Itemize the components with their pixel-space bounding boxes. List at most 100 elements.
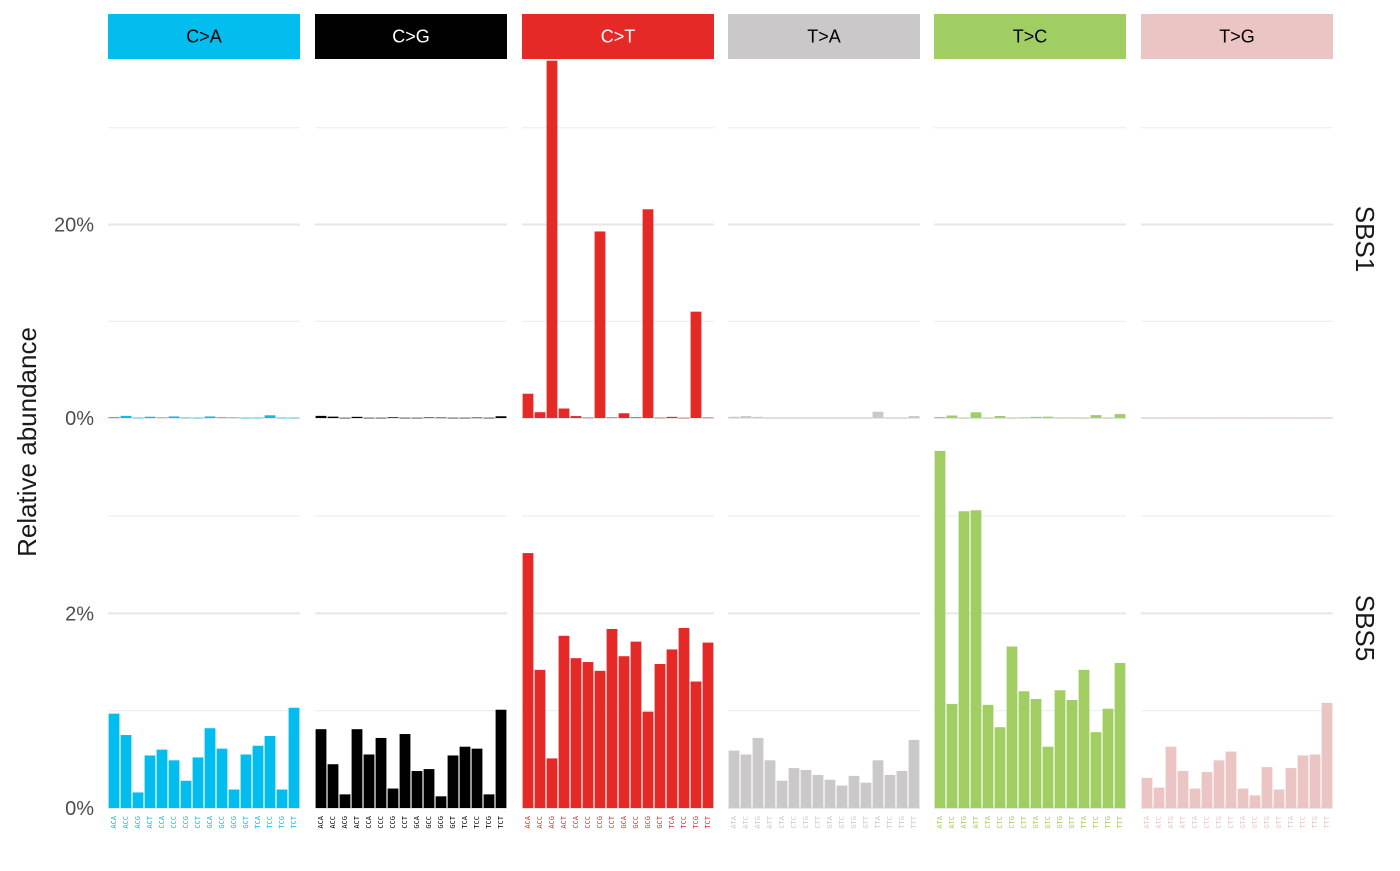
x-context-label: CTG xyxy=(1215,816,1223,829)
bar-sbs1-c-to-a-act xyxy=(144,416,156,418)
x-context-label: GTT xyxy=(862,815,870,828)
x-context-label: ACC xyxy=(122,816,130,829)
bar-sbs5-c-to-g-gcg xyxy=(435,796,447,808)
x-context-label: CTT xyxy=(1227,815,1235,828)
x-context-label: ACG xyxy=(341,816,349,829)
strip-label-t-to-g: T>G xyxy=(1219,27,1255,47)
bar-sbs1-c-to-a-tcg xyxy=(276,417,288,419)
x-context-label: CCA xyxy=(158,815,166,828)
bar-sbs5-t-to-c-atg xyxy=(958,511,970,808)
bar-sbs1-c-to-a-tca xyxy=(252,417,264,419)
bar-sbs1-c-to-t-tca xyxy=(666,416,678,418)
bar-sbs1-t-to-c-ttc xyxy=(1090,415,1102,418)
bar-sbs1-c-to-g-gct xyxy=(447,417,459,419)
bar-sbs1-t-to-c-att xyxy=(970,412,982,418)
bar-sbs5-c-to-a-cct xyxy=(192,757,204,808)
bar-sbs5-t-to-g-atc xyxy=(1153,787,1165,808)
bar-sbs1-t-to-a-ttg xyxy=(896,417,908,419)
bar-sbs1-t-to-a-att xyxy=(764,417,776,419)
bar-sbs5-c-to-t-gca xyxy=(618,656,630,808)
facet-label-sbs5: SBS5 xyxy=(1350,595,1380,662)
x-context-label: TTC xyxy=(1299,816,1307,829)
strip-c-to-g xyxy=(315,14,507,59)
bar-sbs1-c-to-t-cct xyxy=(606,417,618,419)
bar-sbs5-t-to-c-att xyxy=(970,510,982,808)
x-context-label: CCC xyxy=(377,816,385,829)
bar-sbs1-c-to-a-ccg xyxy=(180,417,192,419)
bar-sbs5-t-to-c-gtg xyxy=(1054,690,1066,808)
x-context-label: ATT xyxy=(766,815,774,828)
bar-sbs1-t-to-g-att xyxy=(1177,417,1189,419)
bar-sbs5-c-to-a-tca xyxy=(252,745,264,808)
bar-sbs1-c-to-a-cca xyxy=(156,417,168,419)
bar-sbs5-c-to-t-gcg xyxy=(642,711,654,808)
bar-sbs1-t-to-a-atc xyxy=(740,416,752,418)
x-context-label: GCC xyxy=(425,816,433,829)
bar-sbs1-t-to-a-ata xyxy=(728,416,740,418)
y-tick-label: 0% xyxy=(65,798,94,820)
bar-sbs1-t-to-a-gtc xyxy=(836,417,848,419)
bar-sbs5-t-to-a-ctt xyxy=(812,774,824,808)
bar-sbs1-t-to-a-ctt xyxy=(812,417,824,419)
bar-sbs1-t-to-g-atc xyxy=(1153,417,1165,419)
x-context-label: CTA xyxy=(984,815,992,828)
bar-sbs1-t-to-a-gtg xyxy=(848,417,860,419)
bar-sbs1-c-to-a-acg xyxy=(132,417,144,419)
facet-label-sbs1: SBS1 xyxy=(1350,206,1380,273)
bar-sbs1-t-to-c-ttt xyxy=(1114,414,1126,418)
x-context-label: CCG xyxy=(182,816,190,829)
bar-sbs5-t-to-a-att xyxy=(764,760,776,808)
x-context-label: CTT xyxy=(814,815,822,828)
x-context-label: TCG xyxy=(692,816,700,829)
bar-sbs5-c-to-t-acc xyxy=(534,669,546,808)
x-context-label: GCG xyxy=(644,816,652,829)
bar-sbs5-t-to-a-ctc xyxy=(788,768,800,808)
bar-sbs5-c-to-g-acc xyxy=(327,764,339,808)
bar-sbs5-c-to-a-cca xyxy=(156,749,168,808)
bar-sbs5-c-to-t-gct xyxy=(654,664,666,808)
x-context-label: GCA xyxy=(413,815,421,828)
bar-sbs5-c-to-g-gct xyxy=(447,755,459,808)
bar-sbs1-t-to-a-gta xyxy=(824,417,836,419)
strip-c-to-t xyxy=(522,14,714,59)
x-context-label: GCC xyxy=(218,816,226,829)
x-context-label: CCT xyxy=(194,815,202,828)
strip-label-c-to-g: C>G xyxy=(392,27,430,47)
bar-sbs5-t-to-g-ttg xyxy=(1309,754,1321,808)
bar-sbs5-t-to-a-ctg xyxy=(800,770,812,808)
bar-sbs5-t-to-c-ata xyxy=(934,450,946,808)
x-context-label: TTT xyxy=(1323,815,1331,828)
x-context-label: TTG xyxy=(1311,816,1319,829)
bar-sbs1-t-to-g-ctt xyxy=(1225,417,1237,419)
x-context-label: GTA xyxy=(1239,815,1247,828)
bar-sbs1-c-to-t-ccg xyxy=(594,231,606,418)
bar-sbs5-c-to-g-tcc xyxy=(471,748,483,808)
bar-sbs5-t-to-c-cta xyxy=(982,704,994,808)
bar-sbs1-t-to-g-gtc xyxy=(1249,417,1261,419)
x-context-label: TCG xyxy=(485,816,493,829)
x-context-label: CTC xyxy=(790,816,798,829)
strip-t-to-a xyxy=(728,14,920,59)
bar-sbs1-t-to-c-ctt xyxy=(1018,417,1030,419)
x-context-label: ATA xyxy=(936,815,944,828)
bar-sbs1-t-to-c-atg xyxy=(958,417,970,419)
bar-sbs5-t-to-c-gtc xyxy=(1042,746,1054,808)
bar-sbs5-c-to-t-ccg xyxy=(594,670,606,808)
x-context-label: TTG xyxy=(1104,816,1112,829)
bar-sbs1-c-to-g-tct xyxy=(495,416,507,418)
x-context-label: CCC xyxy=(584,816,592,829)
bar-sbs5-c-to-g-ccg xyxy=(387,788,399,808)
x-context-label: CCA xyxy=(572,815,580,828)
bar-sbs5-c-to-t-aca xyxy=(522,553,534,808)
bar-sbs1-c-to-g-cca xyxy=(363,417,375,419)
x-context-label: CTT xyxy=(1020,815,1028,828)
x-context-label: CTC xyxy=(996,816,1004,829)
x-context-label: TTT xyxy=(1116,815,1124,828)
bar-sbs1-c-to-t-gcc xyxy=(630,417,642,418)
bar-sbs1-t-to-c-gtt xyxy=(1066,417,1078,419)
bar-sbs5-t-to-a-gtt xyxy=(860,782,872,808)
bar-sbs1-t-to-a-ttt xyxy=(908,416,920,418)
x-context-label: CCG xyxy=(596,816,604,829)
x-context-label: GCG xyxy=(437,816,445,829)
